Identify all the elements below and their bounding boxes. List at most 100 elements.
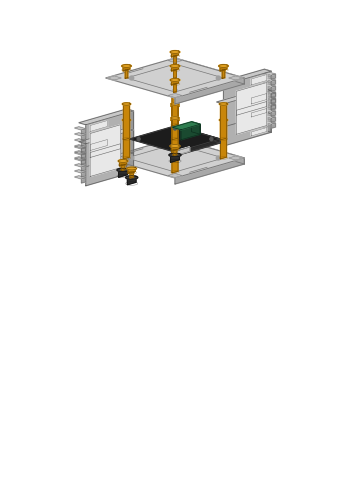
Polygon shape — [264, 115, 275, 118]
Polygon shape — [175, 158, 244, 184]
Polygon shape — [219, 103, 228, 105]
Polygon shape — [82, 153, 86, 158]
Polygon shape — [217, 88, 271, 104]
Polygon shape — [130, 172, 133, 178]
Polygon shape — [75, 146, 86, 149]
Polygon shape — [107, 156, 121, 160]
Circle shape — [210, 137, 213, 140]
Circle shape — [174, 148, 176, 151]
Polygon shape — [174, 84, 176, 92]
Polygon shape — [75, 152, 86, 155]
Polygon shape — [82, 147, 86, 152]
Polygon shape — [271, 93, 275, 98]
Polygon shape — [117, 168, 129, 172]
Polygon shape — [126, 109, 133, 153]
Polygon shape — [174, 70, 176, 78]
Polygon shape — [264, 102, 275, 105]
Polygon shape — [106, 58, 244, 98]
Polygon shape — [229, 156, 243, 160]
Polygon shape — [264, 72, 275, 75]
Polygon shape — [219, 64, 229, 67]
Polygon shape — [251, 108, 267, 117]
Polygon shape — [271, 123, 275, 128]
Polygon shape — [172, 103, 178, 140]
Circle shape — [173, 143, 177, 148]
Polygon shape — [175, 139, 220, 156]
Polygon shape — [75, 158, 86, 161]
Polygon shape — [271, 99, 275, 104]
Polygon shape — [90, 139, 107, 151]
Polygon shape — [129, 172, 134, 173]
Polygon shape — [124, 119, 130, 159]
Polygon shape — [127, 167, 136, 170]
Polygon shape — [224, 90, 271, 146]
Polygon shape — [177, 147, 190, 155]
Polygon shape — [172, 79, 178, 85]
Polygon shape — [75, 139, 86, 142]
Circle shape — [130, 156, 134, 160]
Polygon shape — [172, 145, 178, 151]
Polygon shape — [171, 133, 179, 135]
Polygon shape — [172, 133, 178, 173]
Polygon shape — [126, 176, 138, 179]
Circle shape — [174, 127, 176, 130]
Polygon shape — [169, 153, 181, 157]
Polygon shape — [123, 65, 130, 71]
Polygon shape — [264, 78, 275, 81]
Polygon shape — [177, 147, 190, 151]
Polygon shape — [264, 69, 271, 113]
Polygon shape — [251, 127, 267, 136]
Polygon shape — [271, 104, 275, 109]
Polygon shape — [224, 71, 271, 127]
Polygon shape — [219, 119, 228, 121]
Polygon shape — [75, 145, 86, 148]
Polygon shape — [264, 96, 275, 99]
Polygon shape — [222, 70, 225, 71]
Polygon shape — [106, 138, 244, 178]
Polygon shape — [171, 103, 179, 105]
Polygon shape — [90, 125, 120, 157]
Polygon shape — [107, 76, 121, 80]
Circle shape — [137, 137, 140, 140]
Polygon shape — [251, 93, 267, 104]
Polygon shape — [271, 98, 275, 103]
Polygon shape — [125, 70, 128, 71]
Polygon shape — [118, 160, 128, 163]
Polygon shape — [271, 86, 275, 91]
Polygon shape — [175, 138, 244, 164]
Polygon shape — [173, 70, 177, 71]
Polygon shape — [170, 51, 180, 53]
Polygon shape — [86, 130, 133, 186]
Polygon shape — [173, 83, 177, 85]
Polygon shape — [75, 164, 86, 167]
Polygon shape — [171, 119, 179, 121]
Polygon shape — [75, 157, 86, 160]
Polygon shape — [168, 173, 182, 178]
Polygon shape — [122, 119, 131, 121]
Polygon shape — [122, 103, 131, 105]
Polygon shape — [130, 126, 220, 152]
Polygon shape — [181, 124, 200, 140]
Polygon shape — [90, 121, 107, 132]
Polygon shape — [271, 105, 275, 110]
Polygon shape — [82, 159, 86, 164]
Polygon shape — [264, 84, 275, 87]
Polygon shape — [170, 145, 180, 148]
Polygon shape — [173, 149, 177, 151]
Polygon shape — [173, 122, 200, 130]
Polygon shape — [229, 76, 243, 80]
Polygon shape — [121, 164, 126, 166]
Polygon shape — [172, 51, 178, 57]
Polygon shape — [168, 93, 182, 97]
Polygon shape — [271, 74, 275, 79]
Polygon shape — [82, 129, 86, 134]
Polygon shape — [126, 128, 133, 172]
Polygon shape — [79, 128, 133, 144]
Polygon shape — [251, 75, 267, 85]
Polygon shape — [171, 105, 179, 107]
Polygon shape — [82, 178, 86, 183]
Polygon shape — [170, 78, 180, 81]
Circle shape — [130, 76, 134, 80]
Polygon shape — [271, 117, 275, 122]
Polygon shape — [82, 141, 86, 146]
